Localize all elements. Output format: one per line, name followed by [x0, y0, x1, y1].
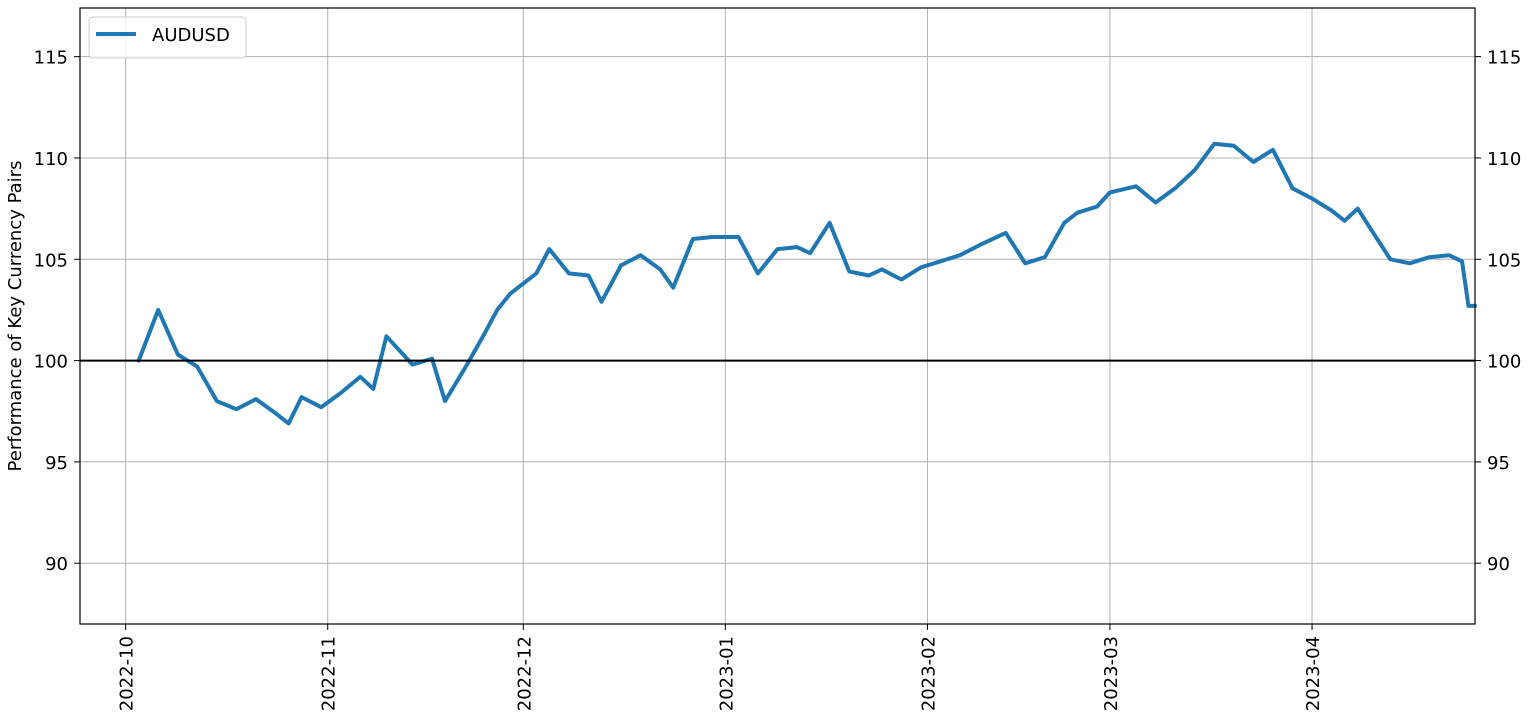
x-tick-label: 2023-01	[716, 636, 737, 711]
y-tick-label-right: 105	[1487, 250, 1521, 271]
series-lines	[136, 141, 1477, 426]
series-line-audusd	[136, 141, 1477, 426]
y-tick-label-right: 95	[1487, 453, 1510, 474]
legend: AUDUSD	[88, 16, 247, 59]
x-tick-label: 2022-12	[514, 636, 535, 711]
y-tick-label: 95	[45, 453, 68, 474]
y-tick-label-right: 90	[1487, 554, 1510, 575]
y-tick-label: 105	[34, 250, 68, 271]
grid	[80, 8, 1475, 624]
y-tick-label-right: 110	[1487, 149, 1521, 170]
y-axis-label: Performance of Key Currency Pairs	[5, 161, 26, 472]
y-tick-label: 110	[34, 149, 68, 170]
y-tick-label-right: 115	[1487, 48, 1521, 69]
y-tick-label-right: 100	[1487, 352, 1521, 373]
x-tick-label: 2023-03	[1101, 636, 1122, 711]
y-tick-label: 90	[45, 554, 68, 575]
legend-box	[88, 16, 247, 59]
y-tick-label: 100	[34, 352, 68, 373]
legend-item-audusd: AUDUSD	[96, 25, 230, 46]
y-tick-label: 115	[34, 48, 68, 69]
x-tick-label: 2022-10	[117, 636, 138, 711]
axis-ticks: 90 90 95 95 100 100 105 105 110 110 115 115 2022-10 2…	[34, 48, 1522, 712]
legend-label: AUDUSD	[152, 25, 230, 46]
x-tick-label: 2022-11	[319, 636, 340, 711]
x-tick-label: 2023-02	[918, 636, 939, 711]
x-tick-label: 2023-04	[1303, 636, 1324, 711]
plot-frame	[79, 7, 1476, 625]
